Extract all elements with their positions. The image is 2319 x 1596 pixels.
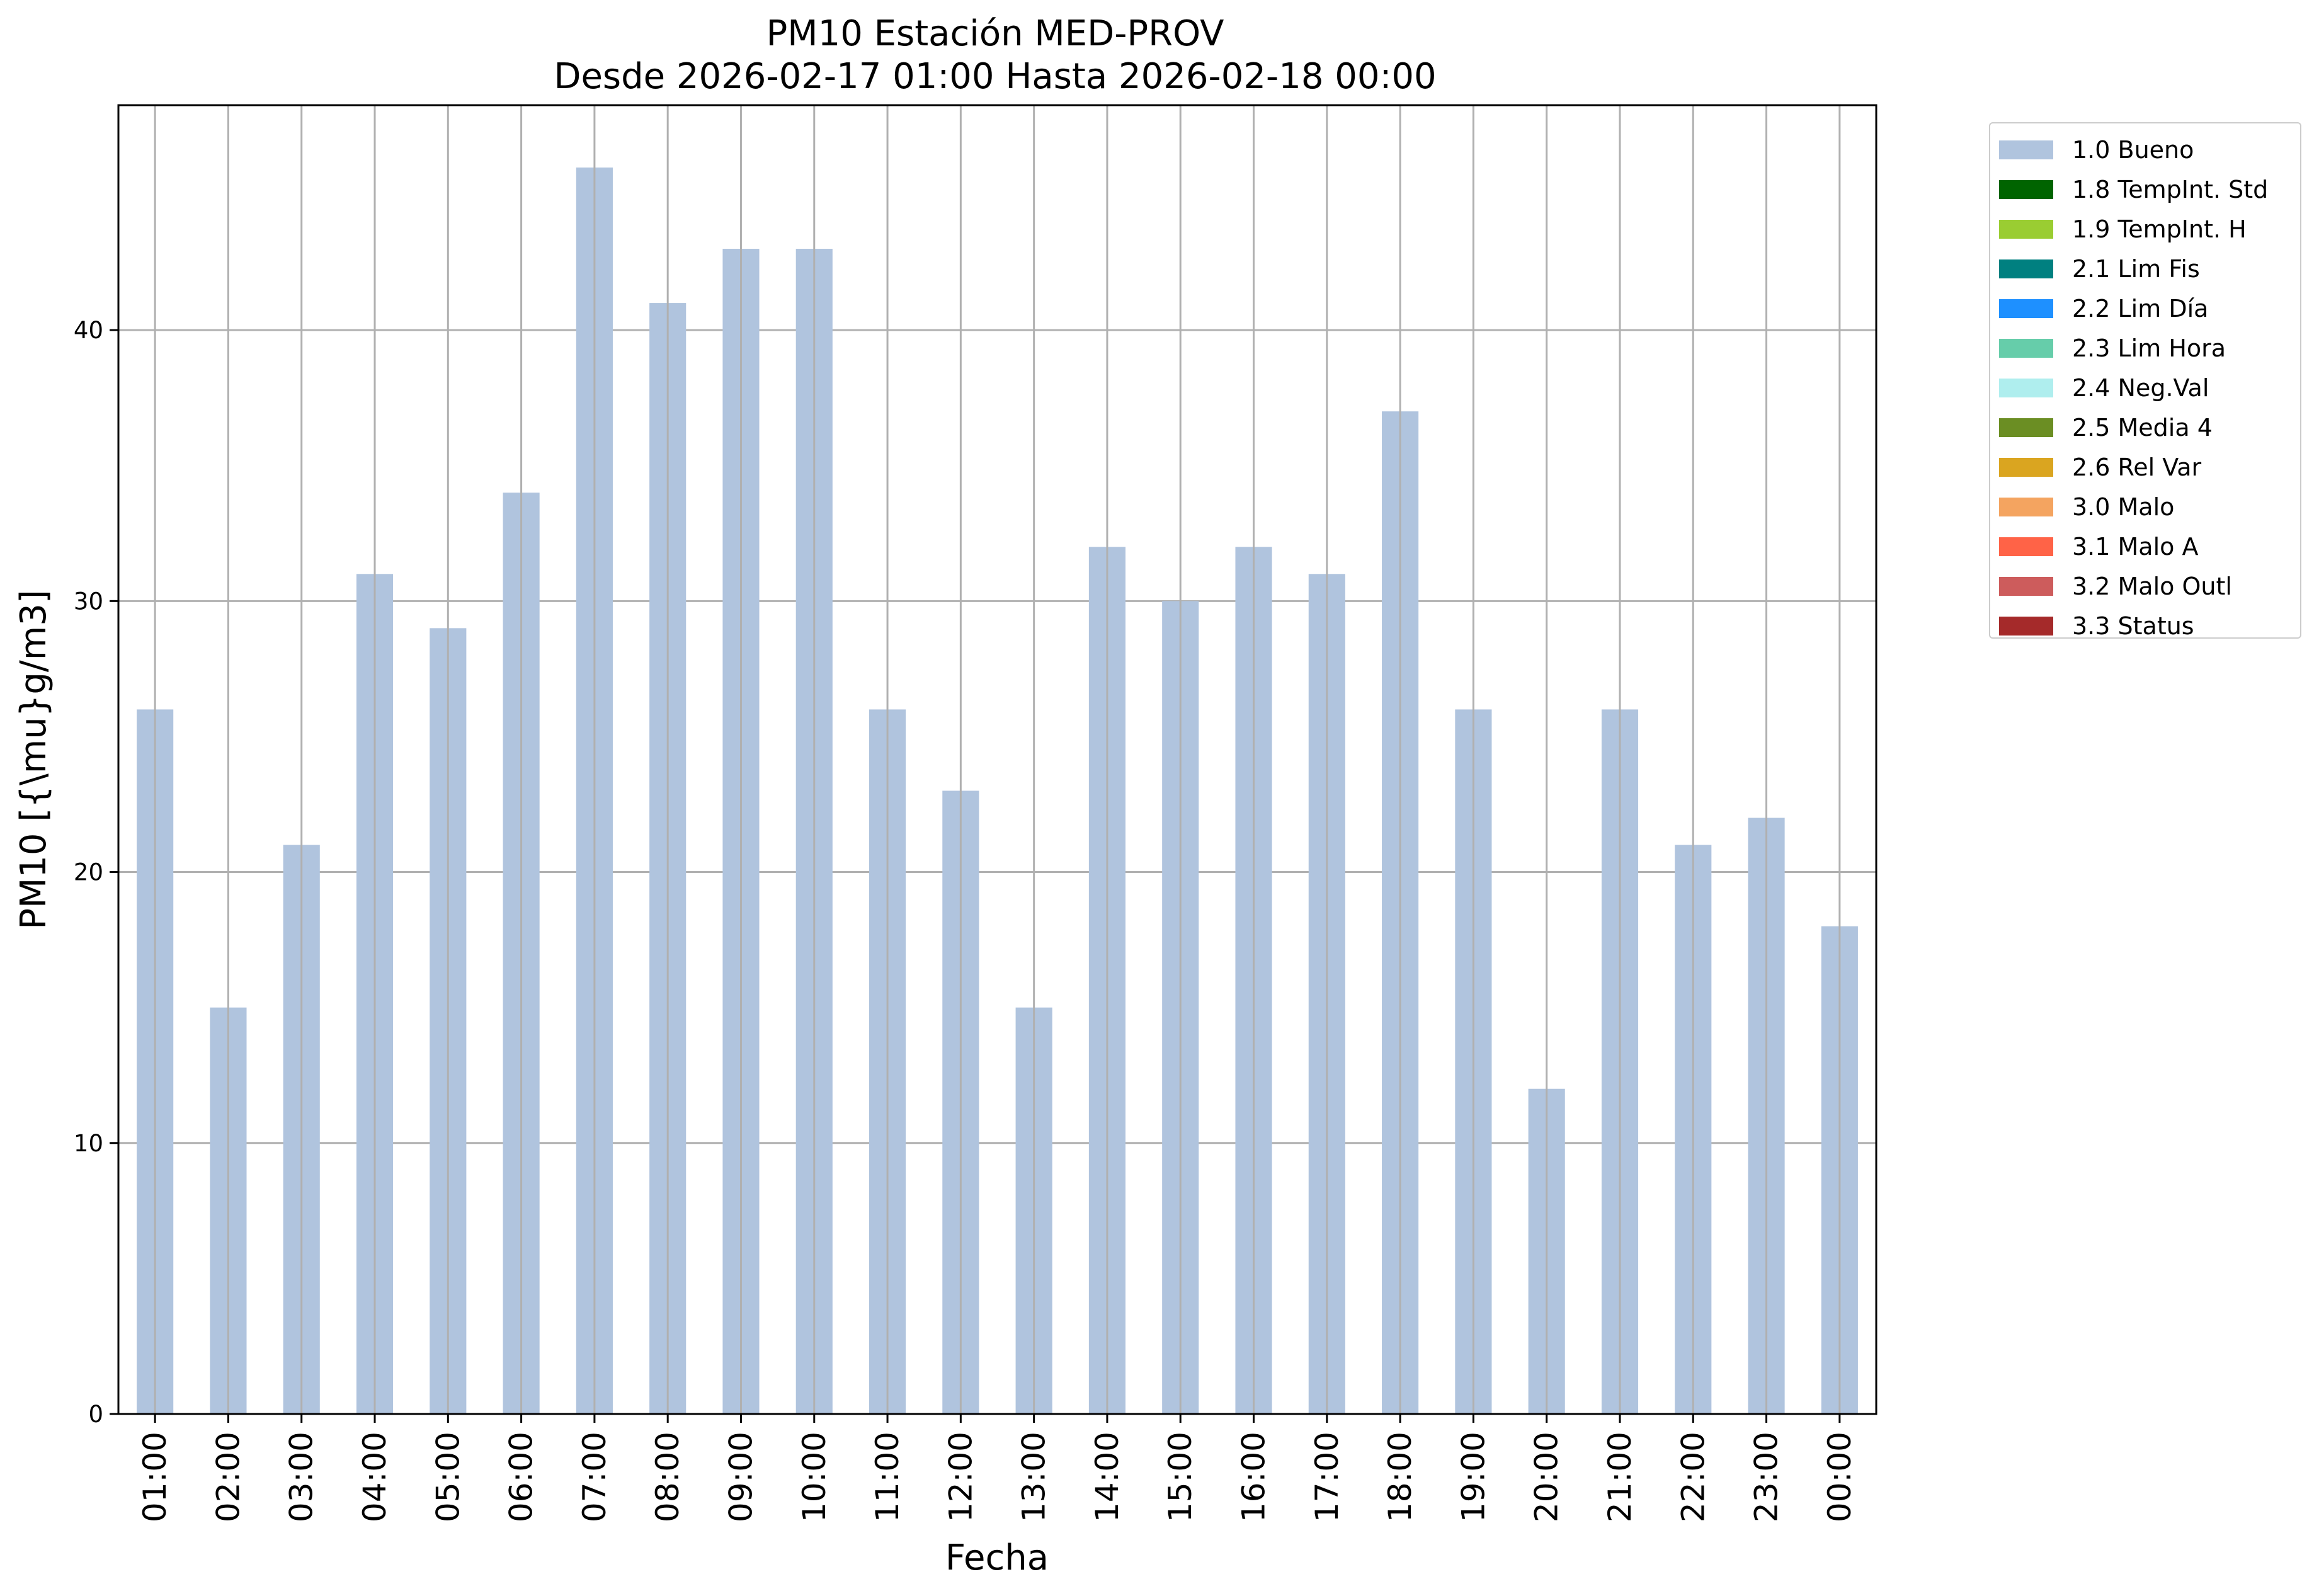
legend-label: 2.3 Lim Hora	[2072, 334, 2226, 362]
y-axis-ticks: 0 10 20 30 40	[74, 317, 118, 1428]
y-tick-label: 40	[74, 317, 103, 344]
chart-subtitle: Desde 2026-02-17 01:00 Hasta 2026-02-18 …	[554, 56, 1436, 97]
legend-item: 1.9 TempInt. H	[1999, 215, 2247, 243]
x-tick-label: 11:00	[869, 1432, 906, 1522]
legend-swatch	[1999, 299, 2053, 318]
legend-swatch	[1999, 418, 2053, 437]
legend-item: 2.6 Rel Var	[1999, 453, 2202, 481]
y-axis-label: PM10 [{\mu}g/m3]	[13, 590, 54, 930]
legend-item: 2.3 Lim Hora	[1999, 334, 2226, 362]
x-tick-label: 06:00	[503, 1432, 540, 1522]
legend: 1.0 Bueno 1.8 TempInt. Std 1.9 TempInt. H 2…	[1989, 122, 2301, 640]
chart-title: PM10 Estación MED-PROV	[766, 13, 1224, 54]
x-tick-label: 05:00	[430, 1432, 466, 1522]
legend-label: 3.1 Malo A	[2072, 533, 2199, 561]
legend-swatch	[1999, 180, 2053, 199]
vertical-grid-lines	[154, 105, 1841, 1414]
x-axis-ticks: 01:00 02:00 03:00 04:00 05:00 06:00 07:00 08:00…	[137, 1414, 1858, 1522]
legend-item: 3.0 Malo	[1999, 493, 2175, 521]
legend-label: 2.5 Media 4	[2072, 414, 2213, 442]
legend-item: 1.0 Bueno	[1999, 136, 2194, 164]
legend-item: 2.1 Lim Fis	[1999, 255, 2200, 283]
x-tick-label: 04:00	[356, 1432, 393, 1522]
legend-label: 1.8 TempInt. Std	[2072, 176, 2269, 203]
legend-swatch	[1999, 140, 2053, 159]
x-tick-label: 13:00	[1016, 1432, 1052, 1522]
legend-swatch	[1999, 339, 2053, 358]
legend-label: 3.3 Status	[2072, 612, 2194, 640]
legend-label: 2.2 Lim Día	[2072, 295, 2209, 322]
legend-swatch	[1999, 259, 2053, 278]
x-tick-label: 21:00	[1602, 1432, 1638, 1522]
y-tick-label: 20	[74, 859, 103, 886]
y-tick-label: 10	[74, 1130, 103, 1157]
legend-swatch	[1999, 220, 2053, 239]
x-tick-label: 12:00	[942, 1432, 979, 1522]
y-tick-label: 30	[74, 588, 103, 615]
x-tick-label: 19:00	[1455, 1432, 1491, 1522]
x-tick-label: 01:00	[137, 1432, 173, 1522]
x-tick-label: 14:00	[1089, 1432, 1125, 1522]
legend-swatch	[1999, 379, 2053, 397]
legend-swatch	[1999, 498, 2053, 516]
legend-item: 3.1 Malo A	[1999, 533, 2199, 561]
x-tick-label: 23:00	[1748, 1432, 1785, 1522]
x-tick-label: 07:00	[576, 1432, 613, 1522]
legend-label: 2.6 Rel Var	[2072, 453, 2202, 481]
x-tick-label: 09:00	[722, 1432, 759, 1522]
x-tick-label: 08:00	[649, 1432, 686, 1522]
x-tick-label: 20:00	[1529, 1432, 1565, 1522]
legend-item: 3.3 Status	[1999, 612, 2194, 640]
legend-label: 2.4 Neg.Val	[2072, 374, 2209, 402]
legend-item: 1.8 TempInt. Std	[1999, 176, 2269, 203]
bars	[137, 167, 1858, 1415]
legend-item: 3.2 Malo Outl	[1999, 573, 2232, 600]
legend-label: 3.0 Malo	[2072, 493, 2175, 521]
x-tick-label: 22:00	[1675, 1432, 1711, 1522]
x-tick-label: 16:00	[1236, 1432, 1272, 1522]
legend-swatch	[1999, 537, 2053, 556]
x-tick-label: 03:00	[283, 1432, 320, 1522]
x-tick-label: 02:00	[210, 1432, 246, 1522]
y-tick-label: 0	[88, 1401, 103, 1428]
legend-label: 1.9 TempInt. H	[2072, 215, 2247, 243]
x-axis-label: Fecha	[945, 1537, 1049, 1578]
x-tick-label: 10:00	[796, 1432, 833, 1522]
legend-swatch	[1999, 577, 2053, 596]
plot-frame	[117, 104, 1877, 1415]
legend-label: 2.1 Lim Fis	[2072, 255, 2200, 283]
x-tick-label: 17:00	[1309, 1432, 1345, 1522]
legend-swatch	[1999, 458, 2053, 477]
legend-swatch	[1999, 617, 2053, 636]
legend-item: 2.2 Lim Día	[1999, 295, 2209, 322]
legend-item: 2.5 Media 4	[1999, 414, 2213, 442]
legend-item: 2.4 Neg.Val	[1999, 374, 2209, 402]
x-tick-label: 00:00	[1821, 1432, 1858, 1522]
legend-label: 1.0 Bueno	[2072, 136, 2194, 164]
legend-label: 3.2 Malo Outl	[2072, 573, 2232, 600]
x-tick-label: 18:00	[1382, 1432, 1418, 1522]
x-tick-label: 15:00	[1162, 1432, 1199, 1522]
